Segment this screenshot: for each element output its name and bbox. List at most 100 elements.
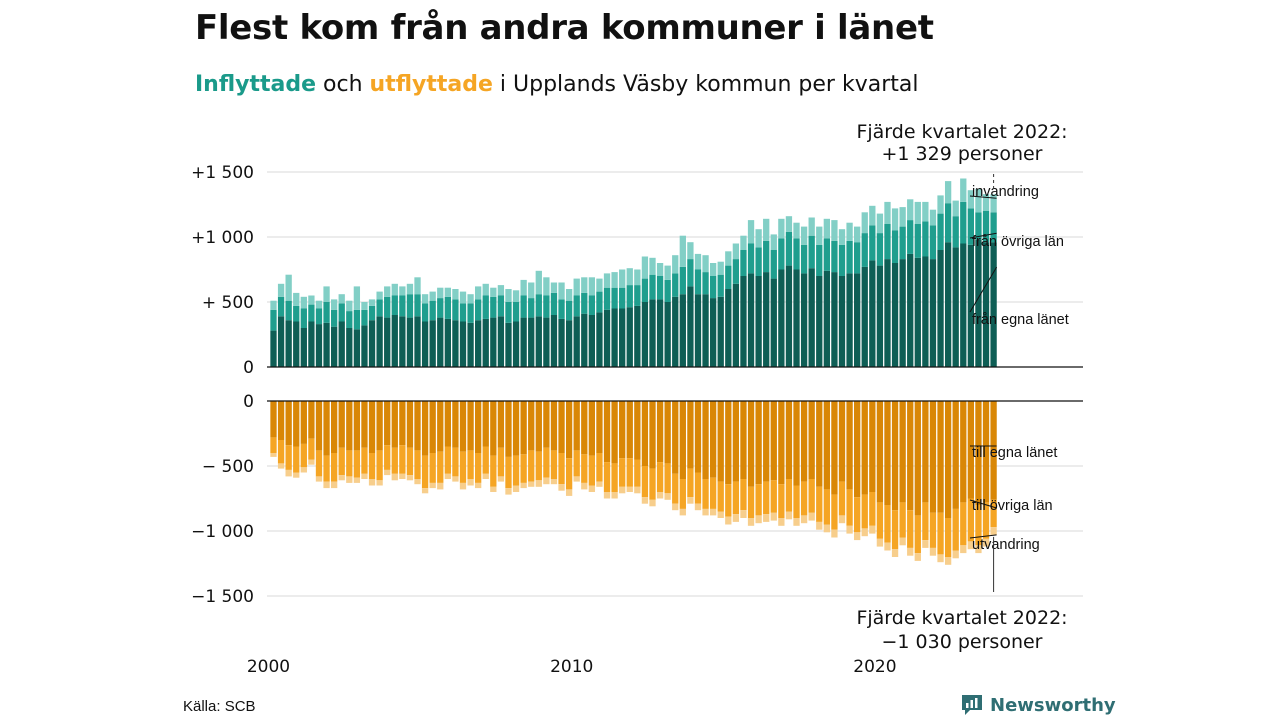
bar-in-immigration bbox=[315, 300, 323, 309]
bar-out-other-county bbox=[338, 447, 345, 476]
bar-in-other-county bbox=[353, 309, 361, 330]
bar-out-emigration bbox=[626, 486, 633, 492]
y-tick-label-top: +1 500 bbox=[191, 163, 254, 183]
bar-out-other-county bbox=[846, 489, 853, 526]
bar-in-other-county bbox=[277, 296, 285, 317]
bar-out-emigration bbox=[755, 515, 762, 524]
bar-in-immigration bbox=[854, 226, 861, 243]
label-leader-line bbox=[969, 232, 997, 239]
bar-in-immigration bbox=[497, 285, 505, 296]
bar-in-other-county bbox=[452, 299, 459, 321]
bar-out-own-county bbox=[300, 401, 307, 444]
bar-out-own-county bbox=[952, 401, 959, 509]
bar-in-other-county bbox=[823, 238, 830, 271]
bar-in-immigration bbox=[368, 299, 376, 306]
bar-in-immigration bbox=[361, 302, 368, 310]
bar-in-other-county bbox=[399, 295, 406, 317]
bar-out-other-county bbox=[558, 453, 565, 485]
bar-out-emigration bbox=[967, 541, 975, 550]
bar-in-other-county bbox=[323, 302, 330, 323]
bar-in-own-county bbox=[861, 266, 868, 367]
bar-out-own-county bbox=[709, 401, 717, 478]
bar-in-immigration bbox=[967, 190, 975, 209]
bar-out-emigration bbox=[588, 485, 596, 492]
bar-in-own-county bbox=[285, 320, 292, 367]
bar-in-own-county bbox=[649, 299, 656, 367]
bar-in-other-county bbox=[490, 296, 497, 318]
bar-out-own-county bbox=[361, 401, 368, 448]
bar-in-immigration bbox=[330, 299, 338, 310]
bar-out-own-county bbox=[490, 401, 497, 456]
bar-in-other-county bbox=[619, 287, 626, 309]
bar-out-emigration bbox=[528, 481, 535, 487]
bar-out-own-county bbox=[641, 401, 649, 466]
bar-out-emigration bbox=[800, 515, 808, 524]
bar-out-emigration bbox=[914, 553, 921, 561]
annotation-bottom-line2: −1 030 personer bbox=[882, 631, 1043, 653]
bar-in-other-county bbox=[300, 308, 307, 328]
bar-out-emigration bbox=[543, 477, 550, 485]
bar-in-own-county bbox=[907, 253, 914, 367]
bar-out-own-county bbox=[717, 401, 724, 482]
x-tick-label: 2000 bbox=[247, 657, 290, 677]
bar-in-own-county bbox=[528, 317, 535, 367]
bar-out-other-county bbox=[626, 458, 633, 487]
bar-in-other-county bbox=[861, 233, 868, 267]
bar-out-other-county bbox=[505, 456, 512, 489]
bar-out-emigration bbox=[414, 479, 421, 485]
bar-out-other-county bbox=[603, 462, 611, 492]
bar-out-emigration bbox=[270, 453, 277, 457]
bar-out-own-county bbox=[725, 401, 732, 485]
bar-out-other-county bbox=[596, 453, 603, 482]
bar-out-emigration bbox=[308, 459, 315, 465]
bar-in-immigration bbox=[778, 218, 785, 239]
bar-out-own-county bbox=[376, 401, 383, 451]
bar-in-other-county bbox=[641, 278, 649, 302]
bar-out-other-county bbox=[778, 484, 785, 518]
bar-in-immigration bbox=[785, 216, 793, 232]
newsworthy-logo-icon bbox=[962, 695, 982, 715]
bar-in-own-county bbox=[437, 317, 444, 367]
bar-in-immigration bbox=[293, 292, 300, 306]
bar-in-other-county bbox=[581, 292, 588, 314]
bar-out-own-county bbox=[588, 401, 596, 456]
bar-out-emigration bbox=[944, 557, 952, 565]
bar-in-own-county bbox=[717, 296, 724, 367]
bar-out-own-county bbox=[323, 401, 330, 456]
bar-out-other-county bbox=[944, 518, 952, 557]
bar-out-emigration bbox=[421, 488, 429, 494]
bar-out-own-county bbox=[861, 401, 868, 495]
bar-in-immigration bbox=[565, 289, 573, 301]
bar-out-other-county bbox=[740, 479, 747, 511]
bar-out-own-county bbox=[429, 401, 436, 453]
bar-out-own-county bbox=[937, 401, 944, 513]
bar-out-emigration bbox=[656, 492, 664, 499]
bar-out-other-county bbox=[823, 489, 830, 525]
bar-out-own-county bbox=[960, 401, 967, 503]
bar-out-other-county bbox=[414, 450, 421, 479]
bar-in-own-county bbox=[763, 272, 770, 367]
bar-out-own-county bbox=[634, 401, 641, 460]
bar-in-other-county bbox=[763, 240, 770, 273]
bar-out-other-county bbox=[982, 502, 990, 539]
bar-out-own-county bbox=[391, 401, 398, 448]
bar-in-own-county bbox=[376, 316, 383, 367]
bar-in-other-county bbox=[588, 295, 596, 315]
bar-out-own-county bbox=[520, 401, 527, 455]
bar-out-other-county bbox=[816, 486, 823, 522]
bar-in-own-county bbox=[952, 247, 959, 367]
bar-in-own-county bbox=[581, 313, 588, 367]
bar-out-own-county bbox=[467, 401, 474, 451]
bar-in-immigration bbox=[482, 283, 489, 296]
bar-out-emigration bbox=[505, 488, 512, 495]
bar-in-immigration bbox=[694, 253, 702, 270]
bar-out-emigration bbox=[975, 545, 982, 554]
bar-in-immigration bbox=[543, 277, 550, 296]
bar-out-other-county bbox=[452, 447, 459, 477]
bar-in-immigration bbox=[399, 286, 406, 296]
bar-out-emigration bbox=[838, 515, 846, 524]
bar-out-own-county bbox=[573, 401, 580, 451]
bar-out-emigration bbox=[497, 476, 505, 482]
bar-in-immigration bbox=[459, 291, 467, 304]
bar-out-emigration bbox=[952, 550, 959, 559]
